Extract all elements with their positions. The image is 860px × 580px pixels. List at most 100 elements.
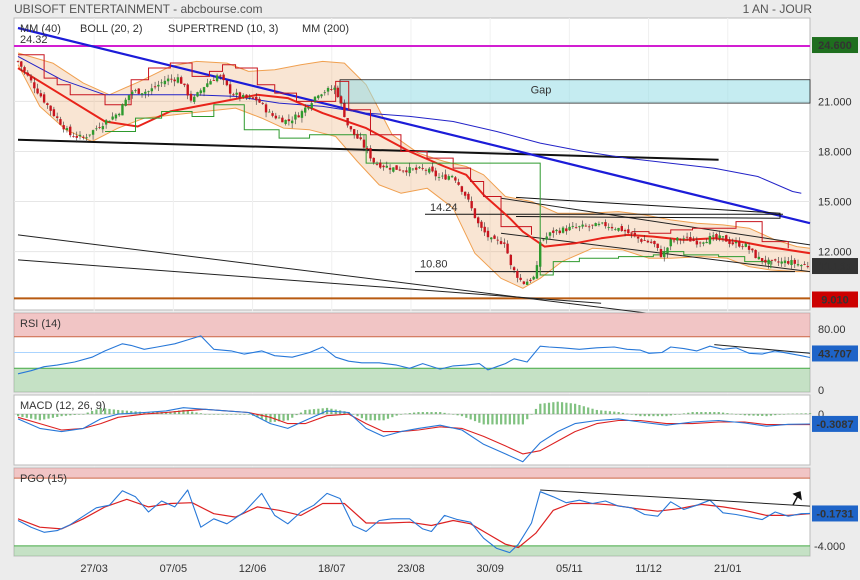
- candle-body: [441, 175, 444, 177]
- candle-body: [251, 97, 255, 99]
- candle-body: [121, 104, 124, 116]
- macd-histogram-bar: [278, 414, 281, 422]
- candle-body: [731, 242, 734, 245]
- candle-body: [676, 237, 679, 241]
- macd-histogram-bar: [273, 414, 276, 422]
- macd-histogram-bar: [212, 414, 216, 415]
- candle-body: [653, 241, 656, 245]
- candle-body: [388, 167, 392, 170]
- candle-body: [163, 80, 167, 85]
- candle-body: [196, 92, 199, 97]
- macd-histogram-bar: [643, 414, 646, 417]
- candle-body: [304, 107, 307, 113]
- macd-histogram-bar: [600, 410, 603, 415]
- macd-histogram-bar: [230, 414, 233, 415]
- last-price-tag: 11.135: [818, 261, 851, 273]
- candle-body: [356, 133, 359, 139]
- candle-body: [793, 259, 796, 264]
- last-price-tag-bg: [812, 258, 858, 275]
- macd-histogram-bar: [399, 414, 403, 415]
- macd-histogram-bar: [304, 409, 307, 415]
- gap-zone: [339, 79, 811, 104]
- pgo-last-tag-bg: [812, 505, 858, 522]
- macd-histogram-bar: [452, 414, 455, 415]
- candle-body: [522, 281, 526, 284]
- candle-body: [392, 167, 395, 172]
- candle-body: [764, 259, 767, 263]
- date-tick: 18/07: [318, 563, 346, 575]
- macd-histogram-bar: [513, 414, 516, 425]
- date-tick: 27/03: [80, 563, 108, 575]
- candle-body: [157, 84, 160, 87]
- candle-body: [212, 80, 216, 81]
- candle-body: [578, 226, 581, 228]
- macd-histogram-bar: [108, 408, 111, 415]
- macd-histogram-bar: [173, 410, 176, 415]
- pgo-upper-zone: [14, 468, 810, 479]
- candle-body: [708, 235, 712, 244]
- macd-histogram-bar: [34, 414, 37, 420]
- blue-trendline: [17, 26, 811, 225]
- macd-histogram-bar: [800, 413, 803, 415]
- candle-body: [506, 243, 509, 254]
- candle-body: [656, 243, 659, 248]
- candle-body: [558, 230, 561, 234]
- candle-body: [545, 236, 548, 240]
- candle-body: [698, 242, 702, 244]
- candle-body: [457, 182, 460, 185]
- candle-body: [199, 90, 202, 94]
- candle-body: [300, 111, 304, 118]
- channel-upper: [500, 197, 811, 246]
- chart-title: UBISOFT ENTERTAINMENT - abcbourse.com: [14, 2, 263, 16]
- rsi-tick-0: 0: [818, 385, 824, 397]
- candle-body: [460, 186, 464, 192]
- candle-body: [98, 127, 101, 128]
- candle-body: [659, 249, 663, 258]
- candle-body: [542, 239, 545, 241]
- macd-histogram-bar: [30, 414, 33, 419]
- candle-body: [52, 109, 56, 116]
- candle-body: [757, 256, 761, 260]
- macd-histogram-bar: [77, 414, 81, 415]
- candle-body: [144, 91, 147, 94]
- ma200-line: [17, 55, 802, 194]
- macd-histogram-bar: [756, 414, 759, 416]
- candle-body: [591, 224, 594, 226]
- candle-body: [490, 237, 493, 240]
- candle-body: [744, 243, 748, 247]
- candle-body: [431, 166, 434, 172]
- candle-body: [228, 84, 232, 94]
- macd-histogram-bar: [256, 414, 259, 418]
- candle-body: [114, 114, 118, 119]
- macd-histogram-bar: [521, 414, 524, 425]
- candle-body: [669, 239, 672, 247]
- macd-histogram-bar: [395, 414, 398, 416]
- macd-histogram-bar: [417, 412, 420, 415]
- macd-histogram-bar: [730, 413, 733, 415]
- macd-histogram-bar: [104, 408, 107, 415]
- macd-histogram-bar: [378, 414, 381, 421]
- low-level-tag-bg: [812, 291, 858, 308]
- pgo-tick: -4.000: [814, 541, 845, 553]
- macd-histogram-bar: [556, 401, 559, 415]
- candle-body: [692, 239, 695, 241]
- candle-body: [150, 88, 154, 92]
- macd-histogram-bar: [809, 413, 812, 415]
- candle-body: [535, 265, 539, 279]
- candle-body: [715, 234, 718, 239]
- macd-histogram-bar: [804, 413, 807, 415]
- price-tick: 18.000: [818, 146, 852, 158]
- macd-histogram-bar: [360, 414, 363, 419]
- macd-histogram-bar: [608, 411, 612, 415]
- macd-histogram-bar: [495, 414, 498, 425]
- level-14-24-label: 14.24: [430, 202, 458, 214]
- candle-body: [111, 116, 114, 120]
- candle-body: [42, 94, 46, 103]
- macd-histogram-bar: [86, 412, 89, 415]
- macd-histogram-bar: [21, 414, 24, 417]
- candle-body: [552, 230, 555, 233]
- candle-body: [215, 75, 219, 82]
- macd-histogram-bar: [260, 414, 263, 420]
- macd-histogram-bar: [765, 414, 768, 417]
- macd-histogram-bar: [443, 412, 446, 415]
